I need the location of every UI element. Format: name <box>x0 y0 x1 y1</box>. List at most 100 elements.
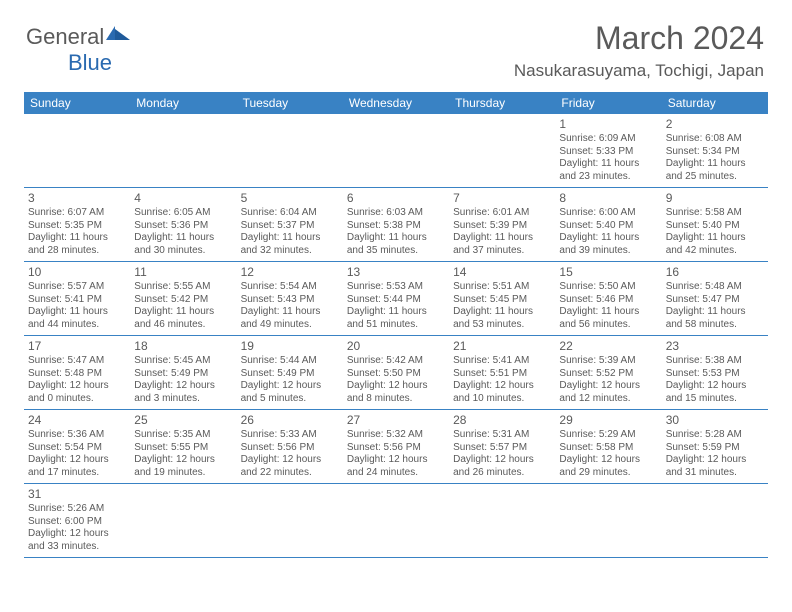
day-daylight: Daylight: 11 hours and 53 minutes. <box>453 306 551 331</box>
day-sunrise: Sunrise: 6:03 AM <box>347 207 445 220</box>
calendar-cell: 8Sunrise: 6:00 AMSunset: 5:40 PMDaylight… <box>555 188 661 261</box>
day-number: 11 <box>134 265 232 280</box>
day-daylight: Daylight: 12 hours and 31 minutes. <box>666 454 764 479</box>
calendar-cell: 30Sunrise: 5:28 AMSunset: 5:59 PMDayligh… <box>662 410 768 483</box>
day-number: 13 <box>347 265 445 280</box>
weekday-label: Friday <box>555 92 661 114</box>
day-sunset: Sunset: 5:56 PM <box>241 442 339 455</box>
day-sunset: Sunset: 5:57 PM <box>453 442 551 455</box>
day-sunrise: Sunrise: 5:28 AM <box>666 429 764 442</box>
weekday-label: Wednesday <box>343 92 449 114</box>
day-number: 6 <box>347 191 445 206</box>
day-sunrise: Sunrise: 5:32 AM <box>347 429 445 442</box>
calendar-cell: 10Sunrise: 5:57 AMSunset: 5:41 PMDayligh… <box>24 262 130 335</box>
day-number: 9 <box>666 191 764 206</box>
day-sunrise: Sunrise: 5:39 AM <box>559 355 657 368</box>
day-sunrise: Sunrise: 5:53 AM <box>347 281 445 294</box>
weekday-label: Saturday <box>662 92 768 114</box>
day-sunrise: Sunrise: 6:08 AM <box>666 133 764 146</box>
day-daylight: Daylight: 12 hours and 8 minutes. <box>347 380 445 405</box>
day-number: 17 <box>28 339 126 354</box>
calendar-cell <box>237 484 343 557</box>
weekday-label: Monday <box>130 92 236 114</box>
day-number: 8 <box>559 191 657 206</box>
day-number: 1 <box>559 117 657 132</box>
calendar-cell <box>343 114 449 187</box>
day-number: 18 <box>134 339 232 354</box>
day-sunset: Sunset: 5:42 PM <box>134 294 232 307</box>
day-sunset: Sunset: 5:43 PM <box>241 294 339 307</box>
weekday-label: Sunday <box>24 92 130 114</box>
day-daylight: Daylight: 12 hours and 24 minutes. <box>347 454 445 479</box>
day-sunset: Sunset: 5:59 PM <box>666 442 764 455</box>
calendar-cell: 5Sunrise: 6:04 AMSunset: 5:37 PMDaylight… <box>237 188 343 261</box>
day-sunset: Sunset: 5:48 PM <box>28 368 126 381</box>
day-sunrise: Sunrise: 5:47 AM <box>28 355 126 368</box>
brand-logo: General Blue <box>26 24 132 76</box>
calendar-week: 17Sunrise: 5:47 AMSunset: 5:48 PM Dayligh… <box>24 336 768 410</box>
day-daylight: Daylight: 12 hours and 26 minutes. <box>453 454 551 479</box>
calendar-cell: 17Sunrise: 5:47 AMSunset: 5:48 PMDayligh… <box>24 336 130 409</box>
day-daylight: Daylight: 12 hours and 19 minutes. <box>134 454 232 479</box>
day-number: 21 <box>453 339 551 354</box>
calendar-cell: 29Sunrise: 5:29 AMSunset: 5:58 PMDayligh… <box>555 410 661 483</box>
day-sunset: Sunset: 5:37 PM <box>241 220 339 233</box>
day-sunrise: Sunrise: 6:04 AM <box>241 207 339 220</box>
day-sunset: Sunset: 5:51 PM <box>453 368 551 381</box>
calendar-cell: 28Sunrise: 5:31 AMSunset: 5:57 PMDayligh… <box>449 410 555 483</box>
calendar-cell: 20Sunrise: 5:42 AMSunset: 5:50 PMDayligh… <box>343 336 449 409</box>
day-daylight: Daylight: 12 hours and 3 minutes. <box>134 380 232 405</box>
brand-text: General Blue <box>26 24 132 76</box>
calendar-cell: 19Sunrise: 5:44 AMSunset: 5:49 PMDayligh… <box>237 336 343 409</box>
day-daylight: Daylight: 11 hours and 28 minutes. <box>28 232 126 257</box>
calendar-cell: 22Sunrise: 5:39 AMSunset: 5:52 PMDayligh… <box>555 336 661 409</box>
day-sunrise: Sunrise: 5:29 AM <box>559 429 657 442</box>
day-number: 15 <box>559 265 657 280</box>
day-sunset: Sunset: 5:40 PM <box>559 220 657 233</box>
calendar-week: 1Sunrise: 6:09 AMSunset: 5:33 PMDaylight… <box>24 114 768 188</box>
weekday-header: SundayMondayTuesdayWednesdayThursdayFrid… <box>24 92 768 114</box>
day-sunrise: Sunrise: 5:36 AM <box>28 429 126 442</box>
calendar-cell: 24Sunrise: 5:36 AMSunset: 5:54 PMDayligh… <box>24 410 130 483</box>
day-sunset: Sunset: 5:39 PM <box>453 220 551 233</box>
day-sunrise: Sunrise: 5:41 AM <box>453 355 551 368</box>
day-sunrise: Sunrise: 5:57 AM <box>28 281 126 294</box>
day-sunrise: Sunrise: 6:07 AM <box>28 207 126 220</box>
brand-part1: General <box>26 24 104 49</box>
calendar-cell <box>449 484 555 557</box>
day-sunset: Sunset: 5:34 PM <box>666 146 764 159</box>
calendar-cell: 3Sunrise: 6:07 AMSunset: 5:35 PMDaylight… <box>24 188 130 261</box>
day-daylight: Daylight: 11 hours and 46 minutes. <box>134 306 232 331</box>
day-number: 24 <box>28 413 126 428</box>
calendar-week: 24Sunrise: 5:36 AMSunset: 5:54 PMDayligh… <box>24 410 768 484</box>
calendar-cell <box>237 114 343 187</box>
day-number: 16 <box>666 265 764 280</box>
calendar-cell: 6Sunrise: 6:03 AMSunset: 5:38 PMDaylight… <box>343 188 449 261</box>
day-sunset: Sunset: 5:41 PM <box>28 294 126 307</box>
day-daylight: Daylight: 11 hours and 37 minutes. <box>453 232 551 257</box>
day-daylight: Daylight: 11 hours and 35 minutes. <box>347 232 445 257</box>
calendar-cell: 31Sunrise: 5:26 AMSunset: 6:00 PMDayligh… <box>24 484 130 557</box>
day-sunrise: Sunrise: 6:01 AM <box>453 207 551 220</box>
day-sunset: Sunset: 5:56 PM <box>347 442 445 455</box>
day-sunset: Sunset: 5:47 PM <box>666 294 764 307</box>
calendar-cell: 13Sunrise: 5:53 AMSunset: 5:44 PMDayligh… <box>343 262 449 335</box>
calendar-week: 3Sunrise: 6:07 AMSunset: 5:35 PMDaylight… <box>24 188 768 262</box>
day-daylight: Daylight: 11 hours and 30 minutes. <box>134 232 232 257</box>
day-sunrise: Sunrise: 5:54 AM <box>241 281 339 294</box>
calendar-cell: 25Sunrise: 5:35 AMSunset: 5:55 PMDayligh… <box>130 410 236 483</box>
day-sunrise: Sunrise: 6:00 AM <box>559 207 657 220</box>
day-sunset: Sunset: 5:38 PM <box>347 220 445 233</box>
calendar-cell: 2Sunrise: 6:08 AMSunset: 5:34 PMDaylight… <box>662 114 768 187</box>
day-sunrise: Sunrise: 5:50 AM <box>559 281 657 294</box>
calendar-cell: 23Sunrise: 5:38 AMSunset: 5:53 PMDayligh… <box>662 336 768 409</box>
page-header: March 2024 Nasukarasuyama, Tochigi, Japa… <box>514 20 764 81</box>
calendar-cell: 9Sunrise: 5:58 AMSunset: 5:40 PMDaylight… <box>662 188 768 261</box>
calendar-cell <box>343 484 449 557</box>
day-daylight: Daylight: 11 hours and 56 minutes. <box>559 306 657 331</box>
day-sunrise: Sunrise: 5:33 AM <box>241 429 339 442</box>
calendar-cell <box>130 484 236 557</box>
day-number: 20 <box>347 339 445 354</box>
day-daylight: Daylight: 11 hours and 42 minutes. <box>666 232 764 257</box>
day-number: 14 <box>453 265 551 280</box>
